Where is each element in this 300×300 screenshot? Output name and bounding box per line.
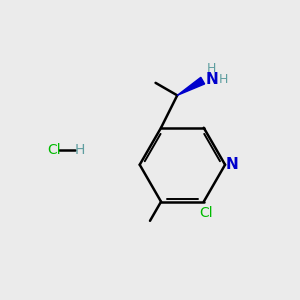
Polygon shape bbox=[177, 77, 205, 95]
Text: N: N bbox=[225, 157, 238, 172]
Text: H: H bbox=[207, 62, 216, 75]
Text: H: H bbox=[219, 73, 229, 86]
Text: H: H bbox=[74, 143, 85, 157]
Text: Cl: Cl bbox=[199, 206, 213, 220]
Text: N: N bbox=[205, 72, 218, 87]
Text: Cl: Cl bbox=[47, 143, 61, 157]
